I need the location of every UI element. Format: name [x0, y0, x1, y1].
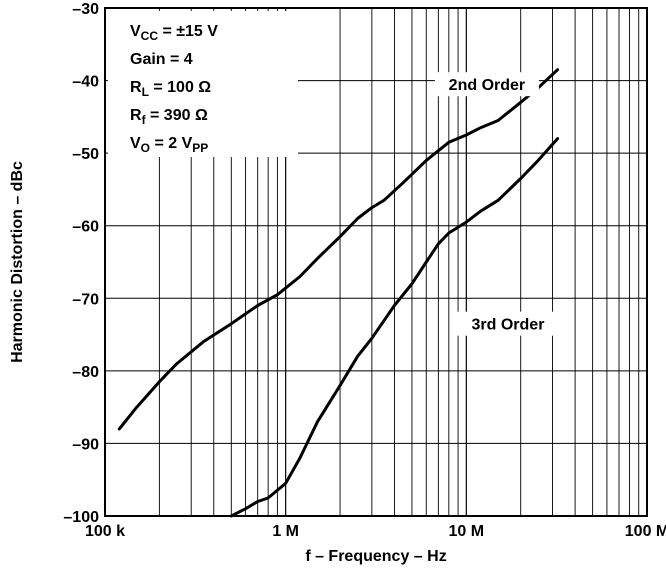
condition-gain: Gain = 4: [130, 51, 193, 68]
conditions-box-background: [108, 11, 298, 157]
series-label-background: [455, 311, 560, 336]
series-line-3rd-order: [229, 137, 560, 518]
y-tick-label: –80: [72, 364, 99, 381]
y-tick-label: –50: [72, 146, 99, 163]
x-axis-label: f – Frequency – Hz: [305, 548, 446, 565]
series-label-2nd-order: 2nd Order: [449, 77, 525, 94]
condition-rf: Rf = 390 Ω: [130, 107, 208, 127]
y-tick-label: –70: [72, 291, 99, 308]
series-line-2nd-order: [117, 68, 560, 431]
series-lines: [117, 68, 560, 518]
conditions-box: VCC = ±15 V Gain = 4 RL = 100 Ω Rf = 390…: [108, 11, 298, 157]
x-tick-label: 100 k: [85, 523, 125, 540]
y-tick-label: –100: [63, 509, 99, 526]
y-tick-label: –90: [72, 436, 99, 453]
x-tick-label: 100 M: [625, 523, 666, 540]
tick-labels: 100 k 1 M 10 M 100 M –30 –40 –50 –60 –70 –80 –90 –1…: [63, 1, 666, 540]
y-tick-label: –40: [72, 74, 99, 91]
y-tick-label: –60: [72, 219, 99, 236]
series-label-background: [434, 72, 539, 97]
series-label-3rd-order: 3rd Order: [472, 317, 545, 334]
x-tick-label: 10 M: [449, 523, 485, 540]
plot-frame: [104, 7, 648, 517]
series-labels: 2nd Order 3rd Order: [434, 72, 560, 336]
condition-vo: VO = 2 VPP: [130, 135, 208, 155]
x-tick-label: 1 M: [272, 523, 299, 540]
y-tick-label: –30: [72, 1, 99, 18]
y-axis-label: Harmonic Distortion – dBc: [9, 161, 26, 363]
condition-rl: RL = 100 Ω: [130, 79, 211, 99]
condition-vcc: VCC = ±15 V: [130, 23, 218, 43]
